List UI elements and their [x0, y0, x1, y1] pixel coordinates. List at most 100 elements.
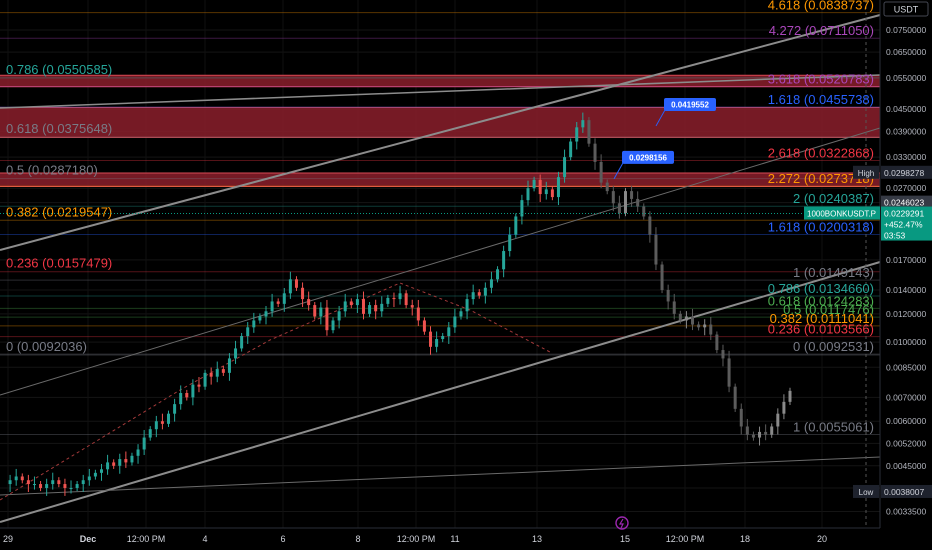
swing-pointer [655, 109, 666, 127]
candle-body [733, 386, 737, 409]
fib-label-left: 0.786 (0.0550585) [6, 62, 112, 77]
candle-body [526, 188, 530, 201]
candle-body [349, 301, 353, 306]
candle-body [179, 392, 183, 405]
candle-body [569, 141, 573, 158]
candle-body [782, 401, 786, 414]
candle-body [538, 179, 542, 195]
candle-body [587, 120, 591, 144]
candle-body [575, 127, 579, 142]
candle-body [307, 299, 311, 306]
candle-body [709, 324, 713, 335]
candle-body [477, 292, 481, 296]
candle-body [563, 157, 567, 178]
candle-body [8, 480, 12, 485]
candlesticks [8, 112, 792, 496]
upper-channel-line[interactable] [0, 14, 881, 251]
candle-body [691, 316, 695, 325]
time-axis[interactable]: 29 Dec 12:00 PM 4 6 8 12:00 PM 11 13 15 12:00 PM 18… [0, 527, 880, 544]
time-tick-label: 6 [280, 534, 285, 544]
swing-label: 0.0419552 [655, 97, 716, 127]
symbol-name: 1000BONKUSDT.P [807, 210, 876, 219]
candle-body [313, 305, 317, 317]
candle-body [441, 336, 445, 340]
fan-line-top[interactable] [0, 74, 881, 109]
candle-body [739, 408, 743, 427]
candle-body [14, 476, 18, 481]
candle-body [672, 301, 676, 314]
high-price-badge [881, 165, 932, 179]
candle-body [221, 369, 225, 373]
candle-body [447, 327, 451, 337]
swing-label-box [664, 97, 716, 111]
time-tick-label: 11 [450, 534, 459, 544]
price-tick-label: 0.0033500 [886, 507, 926, 517]
currency-label: USDT [894, 5, 919, 15]
candle-body [69, 487, 73, 489]
high-badge [853, 165, 879, 179]
candle-body [240, 336, 244, 349]
fib-label-right: 0.618 (0.0124283) [768, 293, 874, 308]
fib-label-right: 4.272 (0.0711050) [769, 23, 874, 38]
price-tick-label: 0.0270000 [886, 183, 926, 193]
candle-body [453, 316, 457, 328]
candle-body [410, 305, 414, 308]
fib-label-right: 0.236 (0.0103566) [768, 322, 874, 337]
fib-label-left: 0.382 (0.0219547) [6, 204, 112, 219]
price-tick-label: 0.0170000 [886, 255, 926, 265]
candle-body [282, 293, 286, 304]
fib-labels: 0.786 (0.0550585) 0.618 (0.0375648) 0.5 (0… [6, 0, 874, 435]
candle-body [611, 191, 615, 204]
candle-body [489, 279, 493, 288]
candle-body [532, 179, 536, 189]
resistance-zone [0, 75, 880, 87]
lower-channel-line[interactable] [0, 261, 881, 523]
candle-body [642, 206, 646, 217]
swing-label-text: 0.0419552 [671, 100, 709, 109]
candle-body [556, 177, 560, 198]
candle-body [331, 320, 335, 331]
candle-body [648, 216, 652, 235]
candle-body [258, 316, 262, 321]
candle-body [374, 305, 378, 312]
candle-body [593, 143, 597, 162]
price-tick-label: 0.0550000 [886, 73, 926, 83]
candle-body [599, 161, 603, 183]
mid-channel-line[interactable] [0, 127, 881, 396]
fib-label-left: 0.5 (0.0287180) [6, 163, 98, 178]
fib-label-right: 0.382 (0.0111041) [770, 311, 874, 326]
events-icon[interactable] [615, 516, 629, 530]
price-axis[interactable]: 0.0750000 0.0650000 0.0550000 0.0450000 0.03… [879, 0, 932, 528]
candle-body [45, 484, 49, 488]
currency-button[interactable]: USDT [883, 1, 929, 17]
base-line[interactable] [0, 456, 881, 496]
candle-body [203, 372, 207, 387]
fib-label-right: 1.618 (0.0200318) [768, 219, 874, 234]
candle-body [319, 307, 323, 317]
fib-label-right: 0 (0.0092531) [793, 339, 874, 354]
price-axis-panel [880, 0, 932, 528]
candle-body [99, 469, 103, 473]
candle-body [605, 182, 609, 192]
candle-body [435, 339, 439, 347]
last-price-badge [881, 206, 932, 241]
candle-body [459, 311, 463, 317]
candle-body [703, 324, 707, 328]
fib-label-right: 1.618 (0.0455738) [768, 92, 874, 107]
candle-body [697, 324, 701, 328]
candle-body [776, 413, 780, 427]
fib-label-right: 0.786 (0.0134660) [768, 281, 874, 296]
candle-body [246, 327, 250, 337]
candle-body [471, 292, 475, 300]
time-tick-label: Dec [80, 534, 97, 544]
candle-body [496, 269, 500, 280]
current-price-badge [881, 195, 932, 209]
time-tick-label: 18 [740, 534, 750, 544]
time-tick-label: 12:00 PM [666, 534, 705, 544]
candle-body [39, 484, 43, 488]
candle-body [727, 358, 731, 387]
low-label: Low [859, 488, 874, 497]
candle-body [660, 264, 664, 290]
high-label: High [858, 169, 874, 178]
